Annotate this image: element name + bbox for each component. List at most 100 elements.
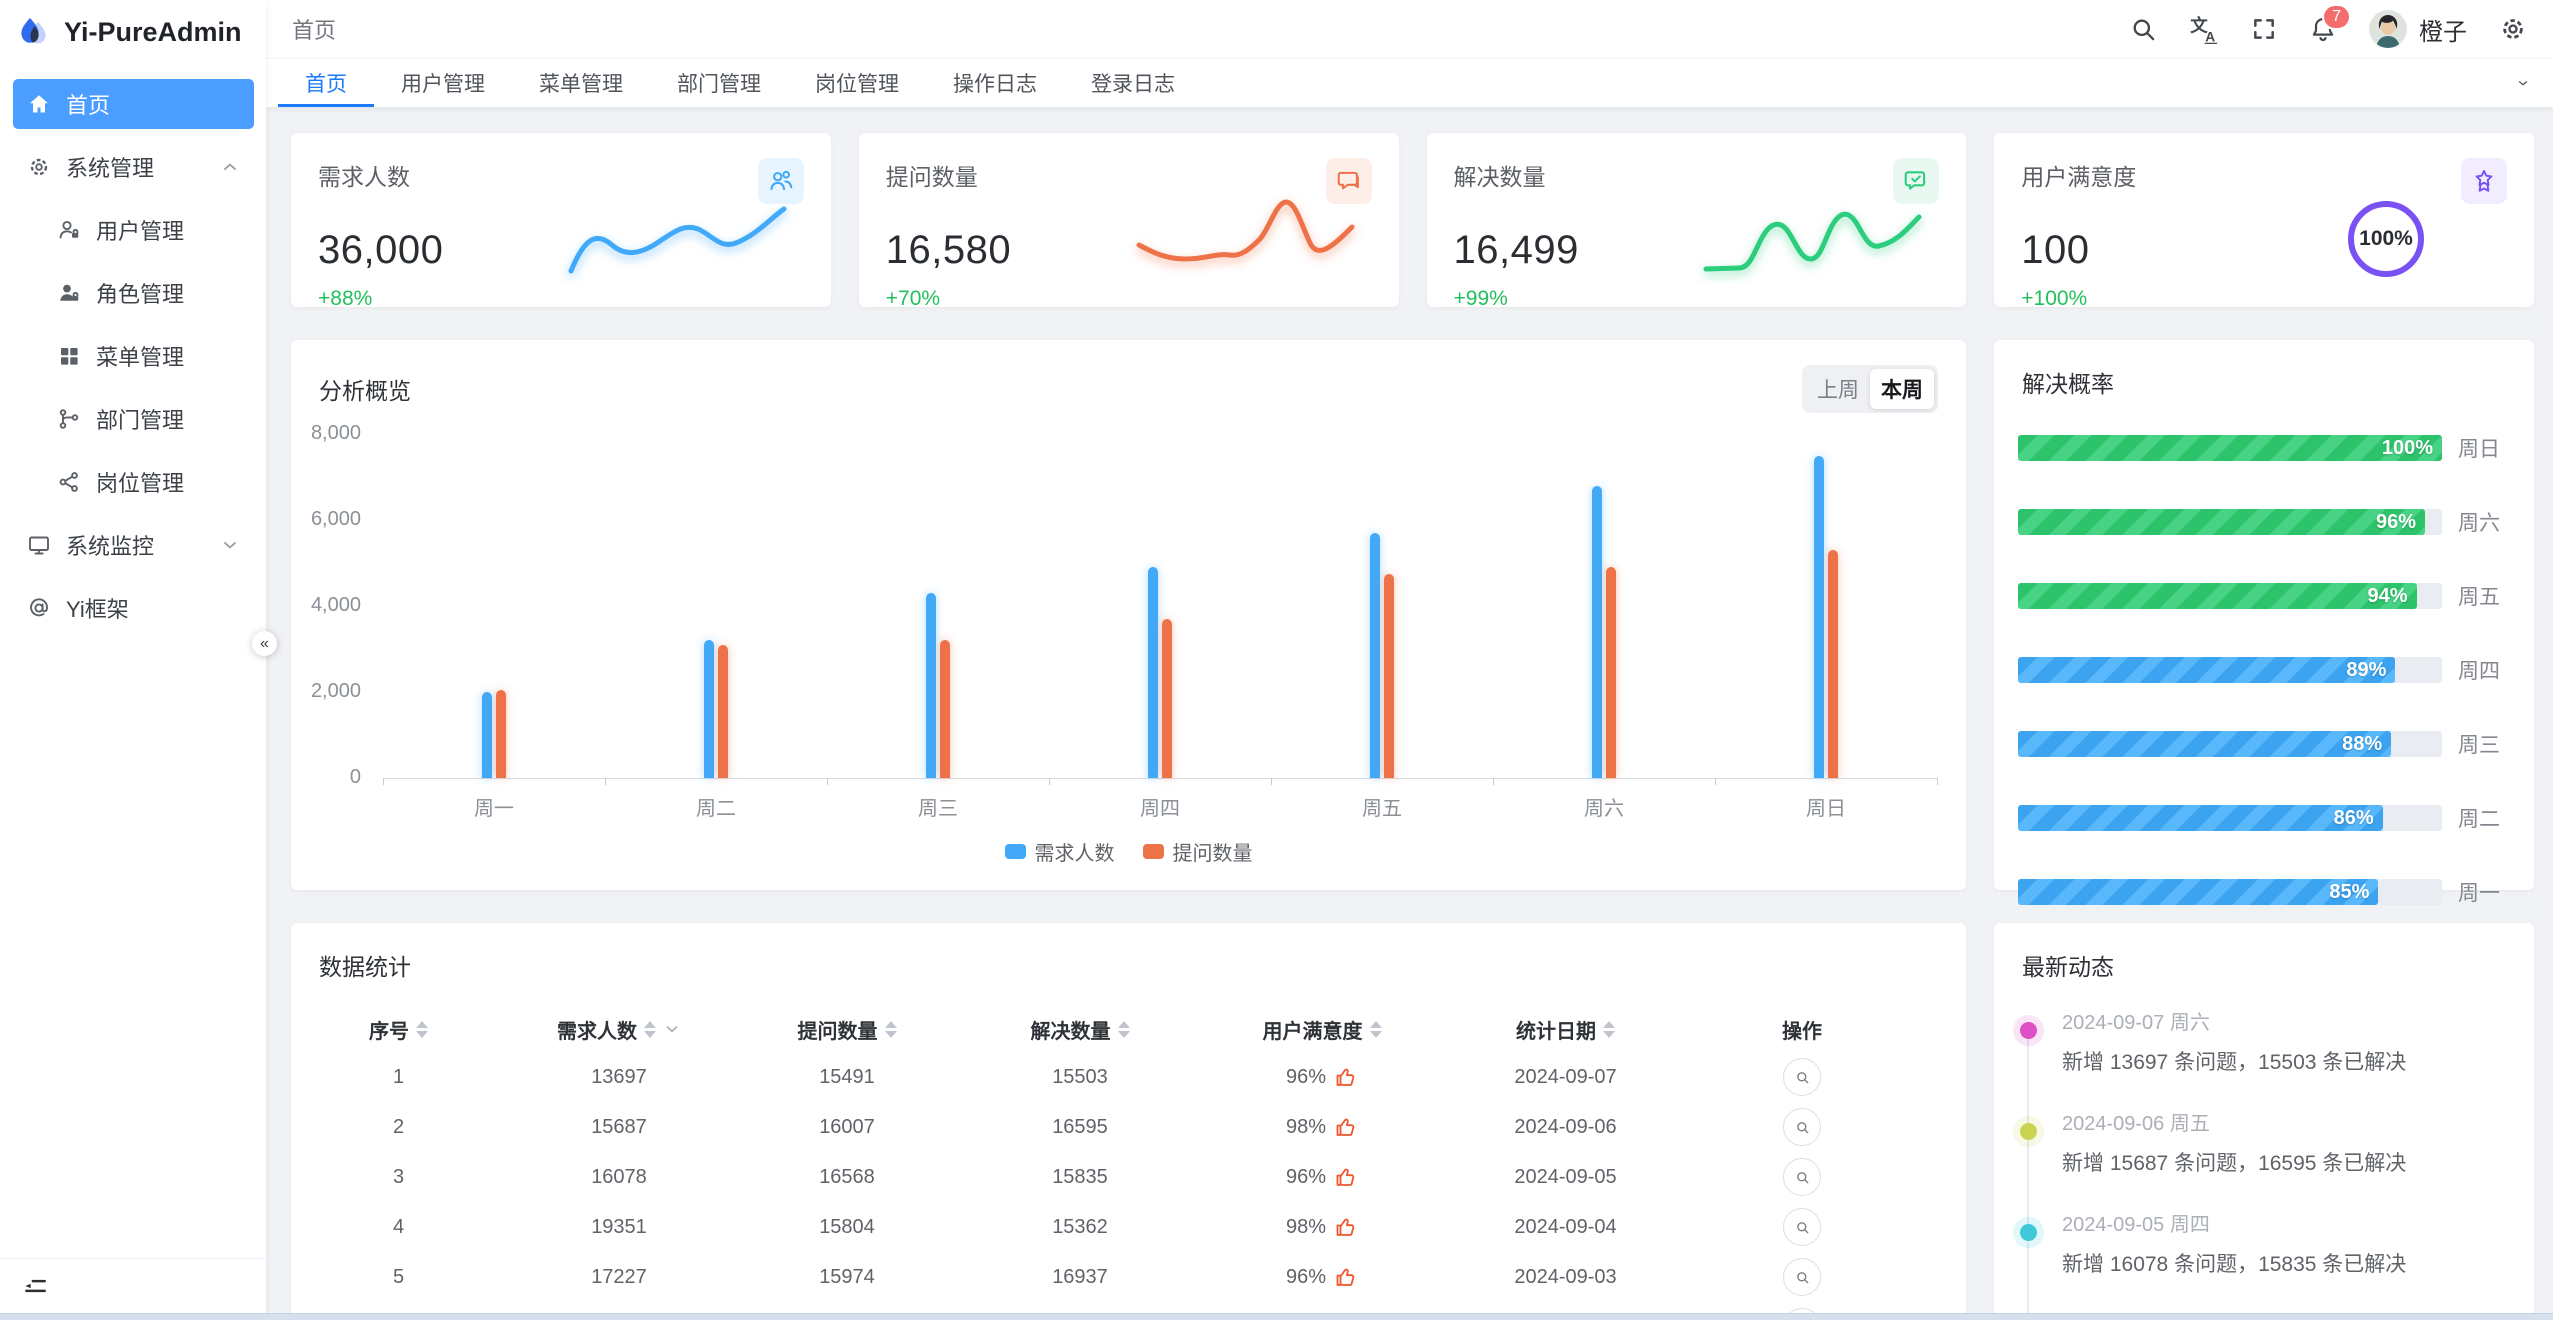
topbar: 首页 文 A bbox=[266, 0, 2553, 58]
tab-op-log[interactable]: 操作日志 bbox=[953, 73, 1037, 96]
view-button[interactable] bbox=[1783, 1058, 1821, 1096]
column-header-提问数量[interactable]: 提问数量 bbox=[732, 1006, 962, 1052]
sort-desc-icon[interactable] bbox=[644, 1030, 656, 1038]
sidebar-item-system-monitor[interactable]: 系统监控 bbox=[13, 520, 254, 570]
timeline-item: 2024-09-06 周五 新增 15687 条问题，16595 条已解决 bbox=[2020, 1107, 2534, 1177]
sidebar-item-menu-admin[interactable]: 菜单管理 bbox=[13, 331, 254, 381]
sidebar-collapse-handle[interactable]: « bbox=[252, 631, 277, 656]
probability-fill[interactable]: 86% bbox=[2018, 805, 2383, 831]
sort-asc-icon[interactable] bbox=[1603, 1020, 1615, 1028]
sort-carets-icon[interactable] bbox=[1117, 1020, 1130, 1038]
search-icon[interactable] bbox=[2130, 16, 2157, 43]
sort-desc-icon[interactable] bbox=[416, 1030, 428, 1038]
sidebar-item-role-admin[interactable]: 角色管理 bbox=[13, 268, 254, 318]
bar-提问数量-周五[interactable] bbox=[1384, 573, 1394, 778]
sidebar-item-system-admin[interactable]: 系统管理 bbox=[13, 142, 254, 192]
bar-提问数量-周一[interactable] bbox=[496, 689, 506, 778]
stat-card-value: 100 bbox=[2021, 228, 2090, 272]
sort-carets-icon[interactable] bbox=[416, 1020, 428, 1038]
cell-question: 16568 bbox=[819, 1165, 875, 1188]
bar-需求人数-周六[interactable] bbox=[1592, 485, 1602, 778]
sort-asc-icon[interactable] bbox=[884, 1020, 897, 1028]
tabs-menu-chevron-icon[interactable] bbox=[2493, 59, 2553, 107]
column-header-统计日期[interactable]: 统计日期 bbox=[1446, 1006, 1685, 1052]
column-header-序号[interactable]: 序号 bbox=[291, 1006, 506, 1052]
menu-fold-icon[interactable] bbox=[22, 1273, 48, 1299]
horizontal-scrollbar[interactable] bbox=[0, 1313, 2553, 1320]
bar-提问数量-周三[interactable] bbox=[940, 640, 950, 778]
probability-fill[interactable]: 89% bbox=[2018, 657, 2396, 683]
tab-dept-admin[interactable]: 部门管理 bbox=[677, 73, 761, 96]
probability-row-周日: 100% 周日 bbox=[2018, 433, 2510, 463]
toggle-本周[interactable]: 本周 bbox=[1870, 369, 1934, 409]
solve-probability-head: 解决概率 bbox=[1994, 340, 2534, 399]
sidebar-item-label: 角色管理 bbox=[96, 282, 185, 307]
settings-gear-icon[interactable] bbox=[2499, 15, 2527, 43]
logo[interactable]: Yi-PureAdmin bbox=[0, 0, 266, 64]
column-header-操作[interactable]: 操作 bbox=[1685, 1006, 1919, 1052]
cell-date: 2024-09-06 bbox=[1514, 1115, 1617, 1138]
toggle-上周[interactable]: 上周 bbox=[1817, 379, 1859, 402]
view-button[interactable] bbox=[1783, 1258, 1821, 1296]
magnifier-icon bbox=[1794, 1219, 1811, 1236]
view-button[interactable] bbox=[1783, 1158, 1821, 1196]
tab-post-admin[interactable]: 岗位管理 bbox=[815, 73, 899, 96]
translate-icon[interactable]: 文 A bbox=[2189, 14, 2219, 44]
sidebar-item-post-admin[interactable]: 岗位管理 bbox=[13, 457, 254, 507]
sort-desc-icon[interactable] bbox=[884, 1030, 897, 1038]
sidebar-item-home[interactable]: 首页 bbox=[13, 79, 254, 129]
bar-需求人数-周二[interactable] bbox=[704, 640, 714, 778]
svg-text:文: 文 bbox=[2190, 16, 2208, 36]
fullscreen-icon[interactable] bbox=[2251, 16, 2277, 42]
probability-fill[interactable]: 88% bbox=[2018, 731, 2392, 757]
tab-home[interactable]: 首页 bbox=[278, 59, 374, 107]
probability-track: 94% bbox=[2018, 583, 2442, 609]
sort-desc-icon[interactable] bbox=[1603, 1030, 1615, 1038]
notification-bell-icon[interactable]: 7 bbox=[2309, 4, 2351, 43]
bar-需求人数-周四[interactable] bbox=[1148, 567, 1158, 778]
probability-fill[interactable]: 100% bbox=[2018, 435, 2442, 461]
sort-carets-icon[interactable] bbox=[644, 1020, 656, 1038]
legend-item-提问数量[interactable]: 提问数量 bbox=[1142, 837, 1253, 866]
tab-user-admin[interactable]: 用户管理 bbox=[401, 73, 485, 96]
bar-提问数量-周二[interactable] bbox=[718, 644, 728, 778]
user-menu[interactable]: 橙子 bbox=[2369, 10, 2467, 48]
probability-fill[interactable]: 96% bbox=[2018, 509, 2426, 535]
sort-carets-icon[interactable] bbox=[884, 1020, 897, 1038]
sort-desc-icon[interactable] bbox=[1369, 1030, 1382, 1038]
tab-menu-admin[interactable]: 菜单管理 bbox=[539, 73, 623, 96]
bar-提问数量-周六[interactable] bbox=[1606, 567, 1616, 778]
sidebar-item-label: 菜单管理 bbox=[96, 345, 185, 370]
sort-carets-icon[interactable] bbox=[1369, 1020, 1382, 1038]
bar-需求人数-周三[interactable] bbox=[926, 593, 936, 778]
sidebar-item-yi-framework[interactable]: Yi框架 bbox=[13, 583, 254, 633]
probability-fill[interactable]: 85% bbox=[2018, 879, 2379, 905]
column-header-需求人数[interactable]: 需求人数 bbox=[506, 1006, 732, 1052]
tab-login-log[interactable]: 登录日志 bbox=[1091, 73, 1175, 96]
legend-item-需求人数[interactable]: 需求人数 bbox=[1004, 837, 1115, 866]
bar-需求人数-周一[interactable] bbox=[482, 692, 492, 778]
sort-asc-icon[interactable] bbox=[1369, 1020, 1382, 1028]
probability-fill[interactable]: 94% bbox=[2018, 583, 2417, 609]
sort-asc-icon[interactable] bbox=[1117, 1020, 1130, 1028]
bar-需求人数-周五[interactable] bbox=[1370, 532, 1380, 778]
sort-carets-icon[interactable] bbox=[1603, 1020, 1615, 1038]
gear-icon bbox=[27, 155, 51, 179]
column-header-解决数量[interactable]: 解决数量 bbox=[962, 1006, 1198, 1052]
stat-card-title: 解决数量 bbox=[1453, 164, 1546, 190]
bar-提问数量-周四[interactable] bbox=[1162, 618, 1172, 778]
sort-asc-icon[interactable] bbox=[644, 1020, 656, 1028]
sidebar-item-user-admin[interactable]: 用户管理 bbox=[13, 205, 254, 255]
view-button[interactable] bbox=[1783, 1208, 1821, 1246]
sort-desc-icon[interactable] bbox=[1117, 1030, 1130, 1038]
column-header-用户满意度[interactable]: 用户满意度 bbox=[1198, 1006, 1446, 1052]
bar-提问数量-周日[interactable] bbox=[1828, 550, 1838, 778]
cell-date: 2024-09-04 bbox=[1514, 1215, 1617, 1238]
sidebar-item-dept-admin[interactable]: 部门管理 bbox=[13, 394, 254, 444]
view-button[interactable] bbox=[1783, 1108, 1821, 1146]
bar-需求人数-周日[interactable] bbox=[1814, 455, 1824, 778]
sort-asc-icon[interactable] bbox=[416, 1020, 428, 1028]
column-header-label: 统计日期 bbox=[1516, 1020, 1596, 1043]
tags-view-bar: 首页 用户管理 菜单管理 部门管理 岗位管理 操作日志 登录日志 bbox=[266, 58, 2553, 107]
